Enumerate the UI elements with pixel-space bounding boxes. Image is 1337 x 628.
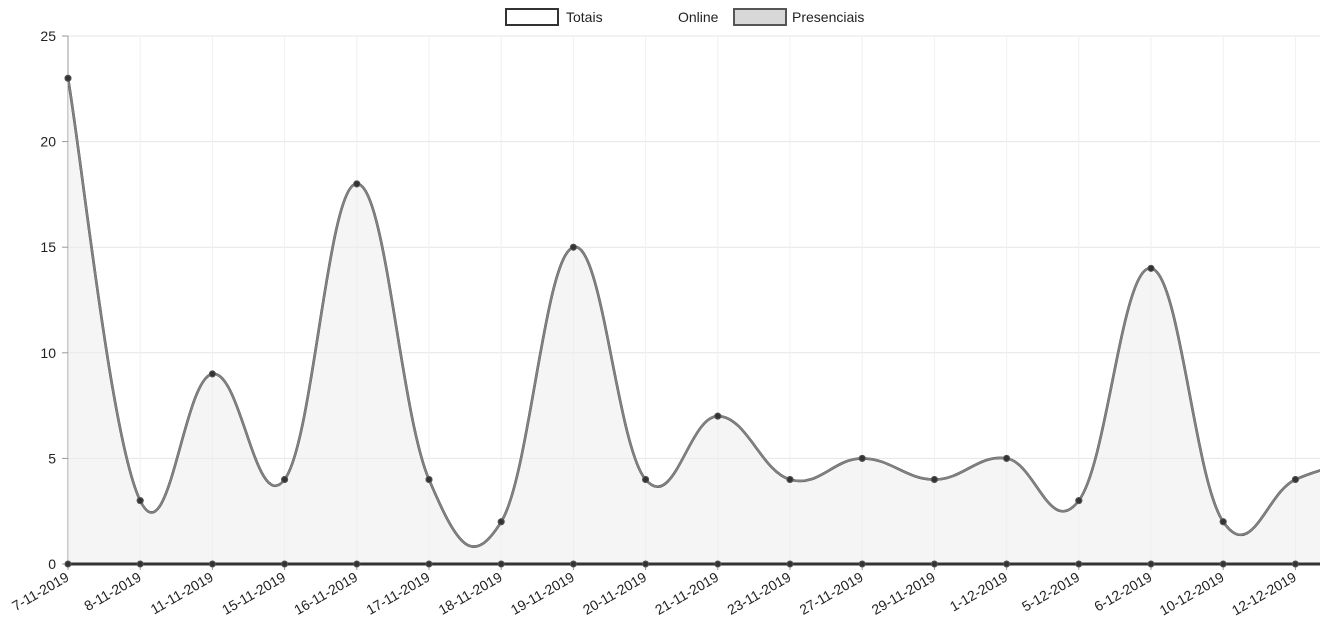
data-point-presenciais[interactable]	[64, 74, 72, 82]
y-tick-label: 25	[40, 28, 56, 44]
data-point-presenciais[interactable]	[425, 476, 433, 484]
data-point-online[interactable]	[786, 560, 794, 568]
data-point-presenciais[interactable]	[714, 412, 722, 420]
data-point-presenciais[interactable]	[1003, 454, 1011, 462]
x-tick-label: 20-11-2019	[580, 569, 649, 618]
x-axis: 7-11-2019 8-11-2019 11-11-2019 15-11-2019 16…	[9, 564, 1299, 619]
x-tick-label: 29-11-2019	[869, 569, 938, 618]
series-line-presenciais-overlay	[68, 78, 1320, 548]
data-point-presenciais[interactable]	[858, 454, 866, 462]
data-point-online[interactable]	[1291, 560, 1299, 568]
x-tick-label: 10-12-2019	[1157, 569, 1227, 619]
x-tick-label: 5-12-2019	[1019, 569, 1082, 615]
data-point-presenciais[interactable]	[1147, 264, 1155, 272]
y-tick-label: 20	[40, 134, 56, 150]
y-tick-label: 15	[40, 239, 56, 255]
data-point-online[interactable]	[136, 560, 144, 568]
x-tick-label: 12-12-2019	[1229, 569, 1299, 619]
x-tick-label: 21-11-2019	[652, 569, 721, 618]
legend-swatch-totais[interactable]	[505, 8, 559, 26]
data-point-online[interactable]	[425, 560, 433, 568]
data-point-online[interactable]	[281, 560, 289, 568]
y-tick-label: 0	[48, 556, 56, 572]
data-point-online[interactable]	[497, 560, 505, 568]
data-point-online[interactable]	[714, 560, 722, 568]
data-points	[64, 74, 1299, 568]
x-tick-label: 23-11-2019	[724, 569, 793, 618]
legend-label-totais[interactable]: Totais	[566, 9, 603, 25]
x-tick-label: 18-11-2019	[436, 569, 505, 618]
data-point-online[interactable]	[353, 560, 361, 568]
data-point-presenciais[interactable]	[208, 370, 216, 378]
y-tick-label: 5	[48, 450, 56, 466]
y-tick-label: 10	[40, 345, 56, 361]
data-point-presenciais[interactable]	[136, 497, 144, 505]
data-point-presenciais[interactable]	[642, 476, 650, 484]
x-tick-label: 19-11-2019	[508, 569, 577, 618]
legend-swatch-presenciais[interactable]	[733, 8, 787, 26]
legend-label-presenciais[interactable]: Presenciais	[792, 9, 864, 25]
x-tick-label: 6-12-2019	[1091, 569, 1154, 615]
x-tick-label: 16-11-2019	[291, 569, 360, 618]
x-tick-label: 8-11-2019	[81, 569, 144, 614]
data-point-presenciais[interactable]	[353, 180, 361, 188]
data-point-online[interactable]	[208, 560, 216, 568]
data-point-online[interactable]	[1219, 560, 1227, 568]
series-area	[68, 78, 1320, 564]
data-point-presenciais[interactable]	[930, 476, 938, 484]
series-area-presenciais	[68, 78, 1320, 564]
data-point-presenciais[interactable]	[569, 243, 577, 251]
legend[interactable]: Totais Online Presenciais	[505, 8, 864, 26]
x-tick-label: 11-11-2019	[148, 569, 216, 618]
x-tick-label: 1-12-2019	[947, 569, 1010, 615]
data-point-online[interactable]	[569, 560, 577, 568]
x-tick-label: 27-11-2019	[797, 569, 866, 618]
data-point-presenciais[interactable]	[1075, 497, 1083, 505]
data-point-online[interactable]	[1147, 560, 1155, 568]
x-tick-label: 7-11-2019	[9, 569, 72, 614]
data-point-online[interactable]	[930, 560, 938, 568]
data-point-presenciais[interactable]	[281, 476, 289, 484]
data-point-presenciais[interactable]	[786, 476, 794, 484]
data-point-online[interactable]	[1003, 560, 1011, 568]
legend-label-online[interactable]: Online	[678, 9, 719, 25]
data-point-online[interactable]	[642, 560, 650, 568]
data-point-online[interactable]	[858, 560, 866, 568]
x-tick-label: 17-11-2019	[363, 569, 432, 618]
data-point-online[interactable]	[64, 560, 72, 568]
data-point-online[interactable]	[1075, 560, 1083, 568]
data-point-presenciais[interactable]	[497, 518, 505, 526]
x-tick-label: 15-11-2019	[219, 569, 288, 618]
y-axis: 0 5 10 15 20 25	[40, 28, 69, 572]
data-point-presenciais[interactable]	[1219, 518, 1227, 526]
data-point-presenciais[interactable]	[1291, 476, 1299, 484]
